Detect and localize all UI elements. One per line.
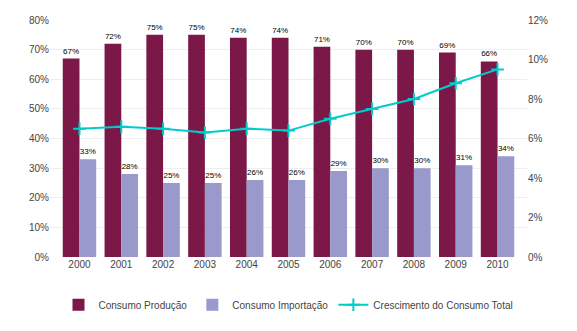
svg-text:2009: 2009 — [445, 259, 468, 270]
svg-text:Consumo Produção: Consumo Produção — [99, 300, 188, 311]
svg-text:34%: 34% — [498, 144, 514, 153]
svg-text:28%: 28% — [122, 162, 138, 171]
svg-text:80%: 80% — [29, 15, 49, 26]
svg-text:2006: 2006 — [319, 259, 342, 270]
svg-text:71%: 71% — [314, 35, 330, 44]
svg-text:Crescimento do Consumo Total: Crescimento do Consumo Total — [373, 300, 512, 311]
svg-text:50%: 50% — [29, 103, 49, 114]
svg-text:2004: 2004 — [236, 259, 259, 270]
svg-text:2010: 2010 — [486, 259, 509, 270]
svg-text:2003: 2003 — [194, 259, 217, 270]
svg-text:60%: 60% — [29, 74, 49, 85]
svg-text:2%: 2% — [528, 212, 543, 223]
svg-text:2007: 2007 — [361, 259, 384, 270]
svg-text:26%: 26% — [289, 168, 305, 177]
svg-text:10%: 10% — [29, 222, 49, 233]
svg-text:4%: 4% — [528, 173, 543, 184]
svg-text:6%: 6% — [528, 133, 543, 144]
svg-text:67%: 67% — [63, 47, 79, 56]
svg-text:75%: 75% — [147, 23, 163, 32]
svg-text:66%: 66% — [481, 49, 497, 58]
svg-text:0%: 0% — [35, 252, 50, 263]
svg-text:12%: 12% — [528, 15, 548, 26]
svg-text:72%: 72% — [105, 32, 121, 41]
svg-text:75%: 75% — [189, 23, 205, 32]
svg-text:10%: 10% — [528, 54, 548, 65]
svg-text:25%: 25% — [205, 171, 221, 180]
svg-text:40%: 40% — [29, 133, 49, 144]
svg-text:2008: 2008 — [403, 259, 426, 270]
svg-text:2005: 2005 — [277, 259, 300, 270]
svg-text:30%: 30% — [372, 156, 388, 165]
svg-text:26%: 26% — [247, 168, 263, 177]
svg-text:31%: 31% — [456, 153, 472, 162]
svg-text:70%: 70% — [398, 38, 414, 47]
svg-text:20%: 20% — [29, 192, 49, 203]
svg-text:70%: 70% — [29, 44, 49, 55]
svg-text:0%: 0% — [528, 252, 543, 263]
svg-text:8%: 8% — [528, 94, 543, 105]
svg-text:2001: 2001 — [110, 259, 133, 270]
svg-text:2000: 2000 — [68, 259, 91, 270]
svg-text:74%: 74% — [272, 26, 288, 35]
svg-text:33%: 33% — [80, 147, 96, 156]
svg-text:30%: 30% — [29, 163, 49, 174]
svg-text:30%: 30% — [414, 156, 430, 165]
svg-text:70%: 70% — [356, 38, 372, 47]
svg-text:29%: 29% — [331, 159, 347, 168]
svg-text:74%: 74% — [230, 26, 246, 35]
svg-text:2002: 2002 — [152, 259, 175, 270]
svg-text:25%: 25% — [163, 171, 179, 180]
svg-text:69%: 69% — [439, 41, 455, 50]
svg-text:Consumo Importação: Consumo Importação — [232, 300, 328, 311]
